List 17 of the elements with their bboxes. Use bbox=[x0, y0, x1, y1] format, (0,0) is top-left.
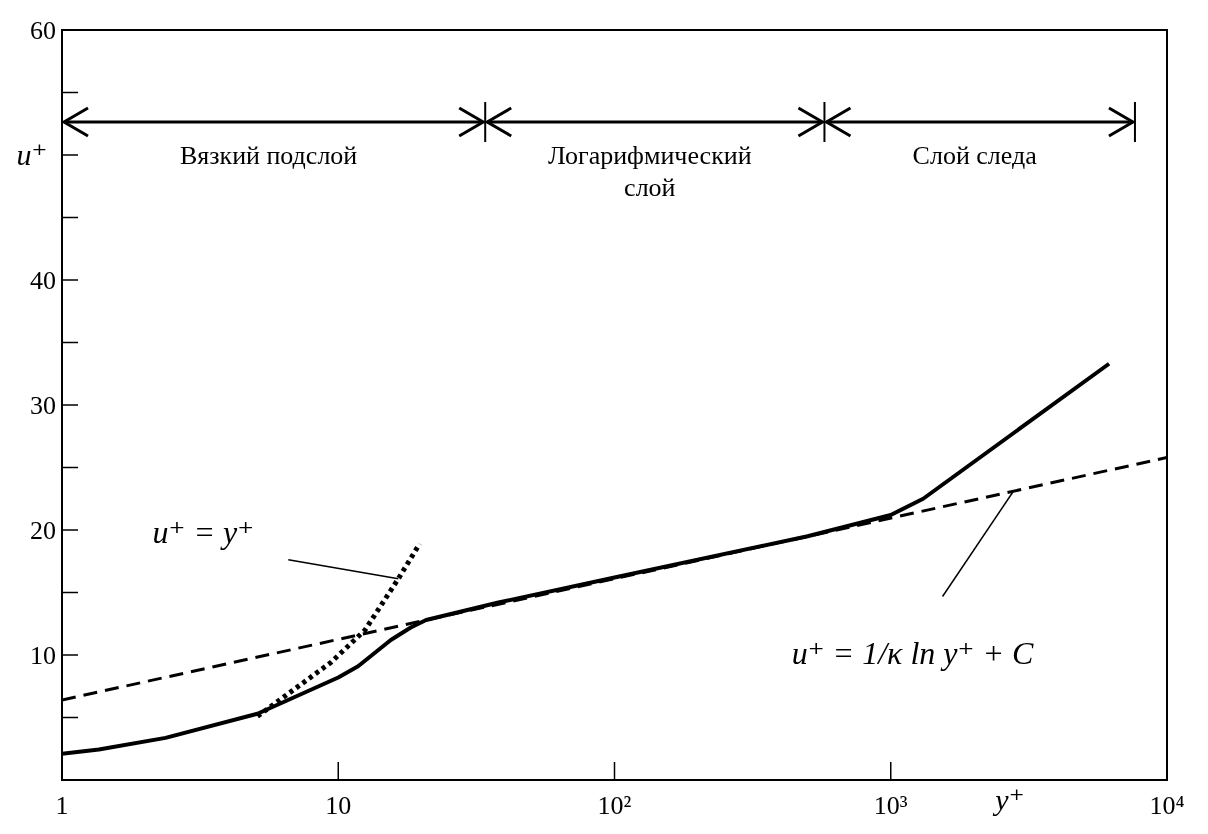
y-tick-label: 10 bbox=[30, 641, 56, 670]
y-tick-label: 40 bbox=[30, 266, 56, 295]
y-tick-label: 60 bbox=[30, 16, 56, 45]
x-axis-title: y⁺ bbox=[992, 783, 1025, 816]
x-tick-label: 10 bbox=[325, 791, 352, 820]
annotation: Вязкий подслой bbox=[178, 140, 359, 172]
x-tick-label: 10² bbox=[597, 791, 632, 820]
annotation: u⁺ = 1/κ ln y⁺ + C bbox=[791, 634, 1035, 671]
x-tick-label: 10³ bbox=[873, 791, 908, 820]
y-axis-title: u⁺ bbox=[16, 138, 48, 171]
annotation: u⁺ = y⁺ bbox=[152, 513, 255, 550]
y-tick-label: 30 bbox=[30, 391, 56, 420]
x-tick-label: 1 bbox=[55, 791, 69, 820]
x-tick-label: 10⁴ bbox=[1149, 791, 1185, 820]
annotation: Логарифмический слой bbox=[547, 140, 753, 204]
y-tick-label: 20 bbox=[30, 516, 56, 545]
annotation: Слой следа bbox=[911, 140, 1038, 172]
